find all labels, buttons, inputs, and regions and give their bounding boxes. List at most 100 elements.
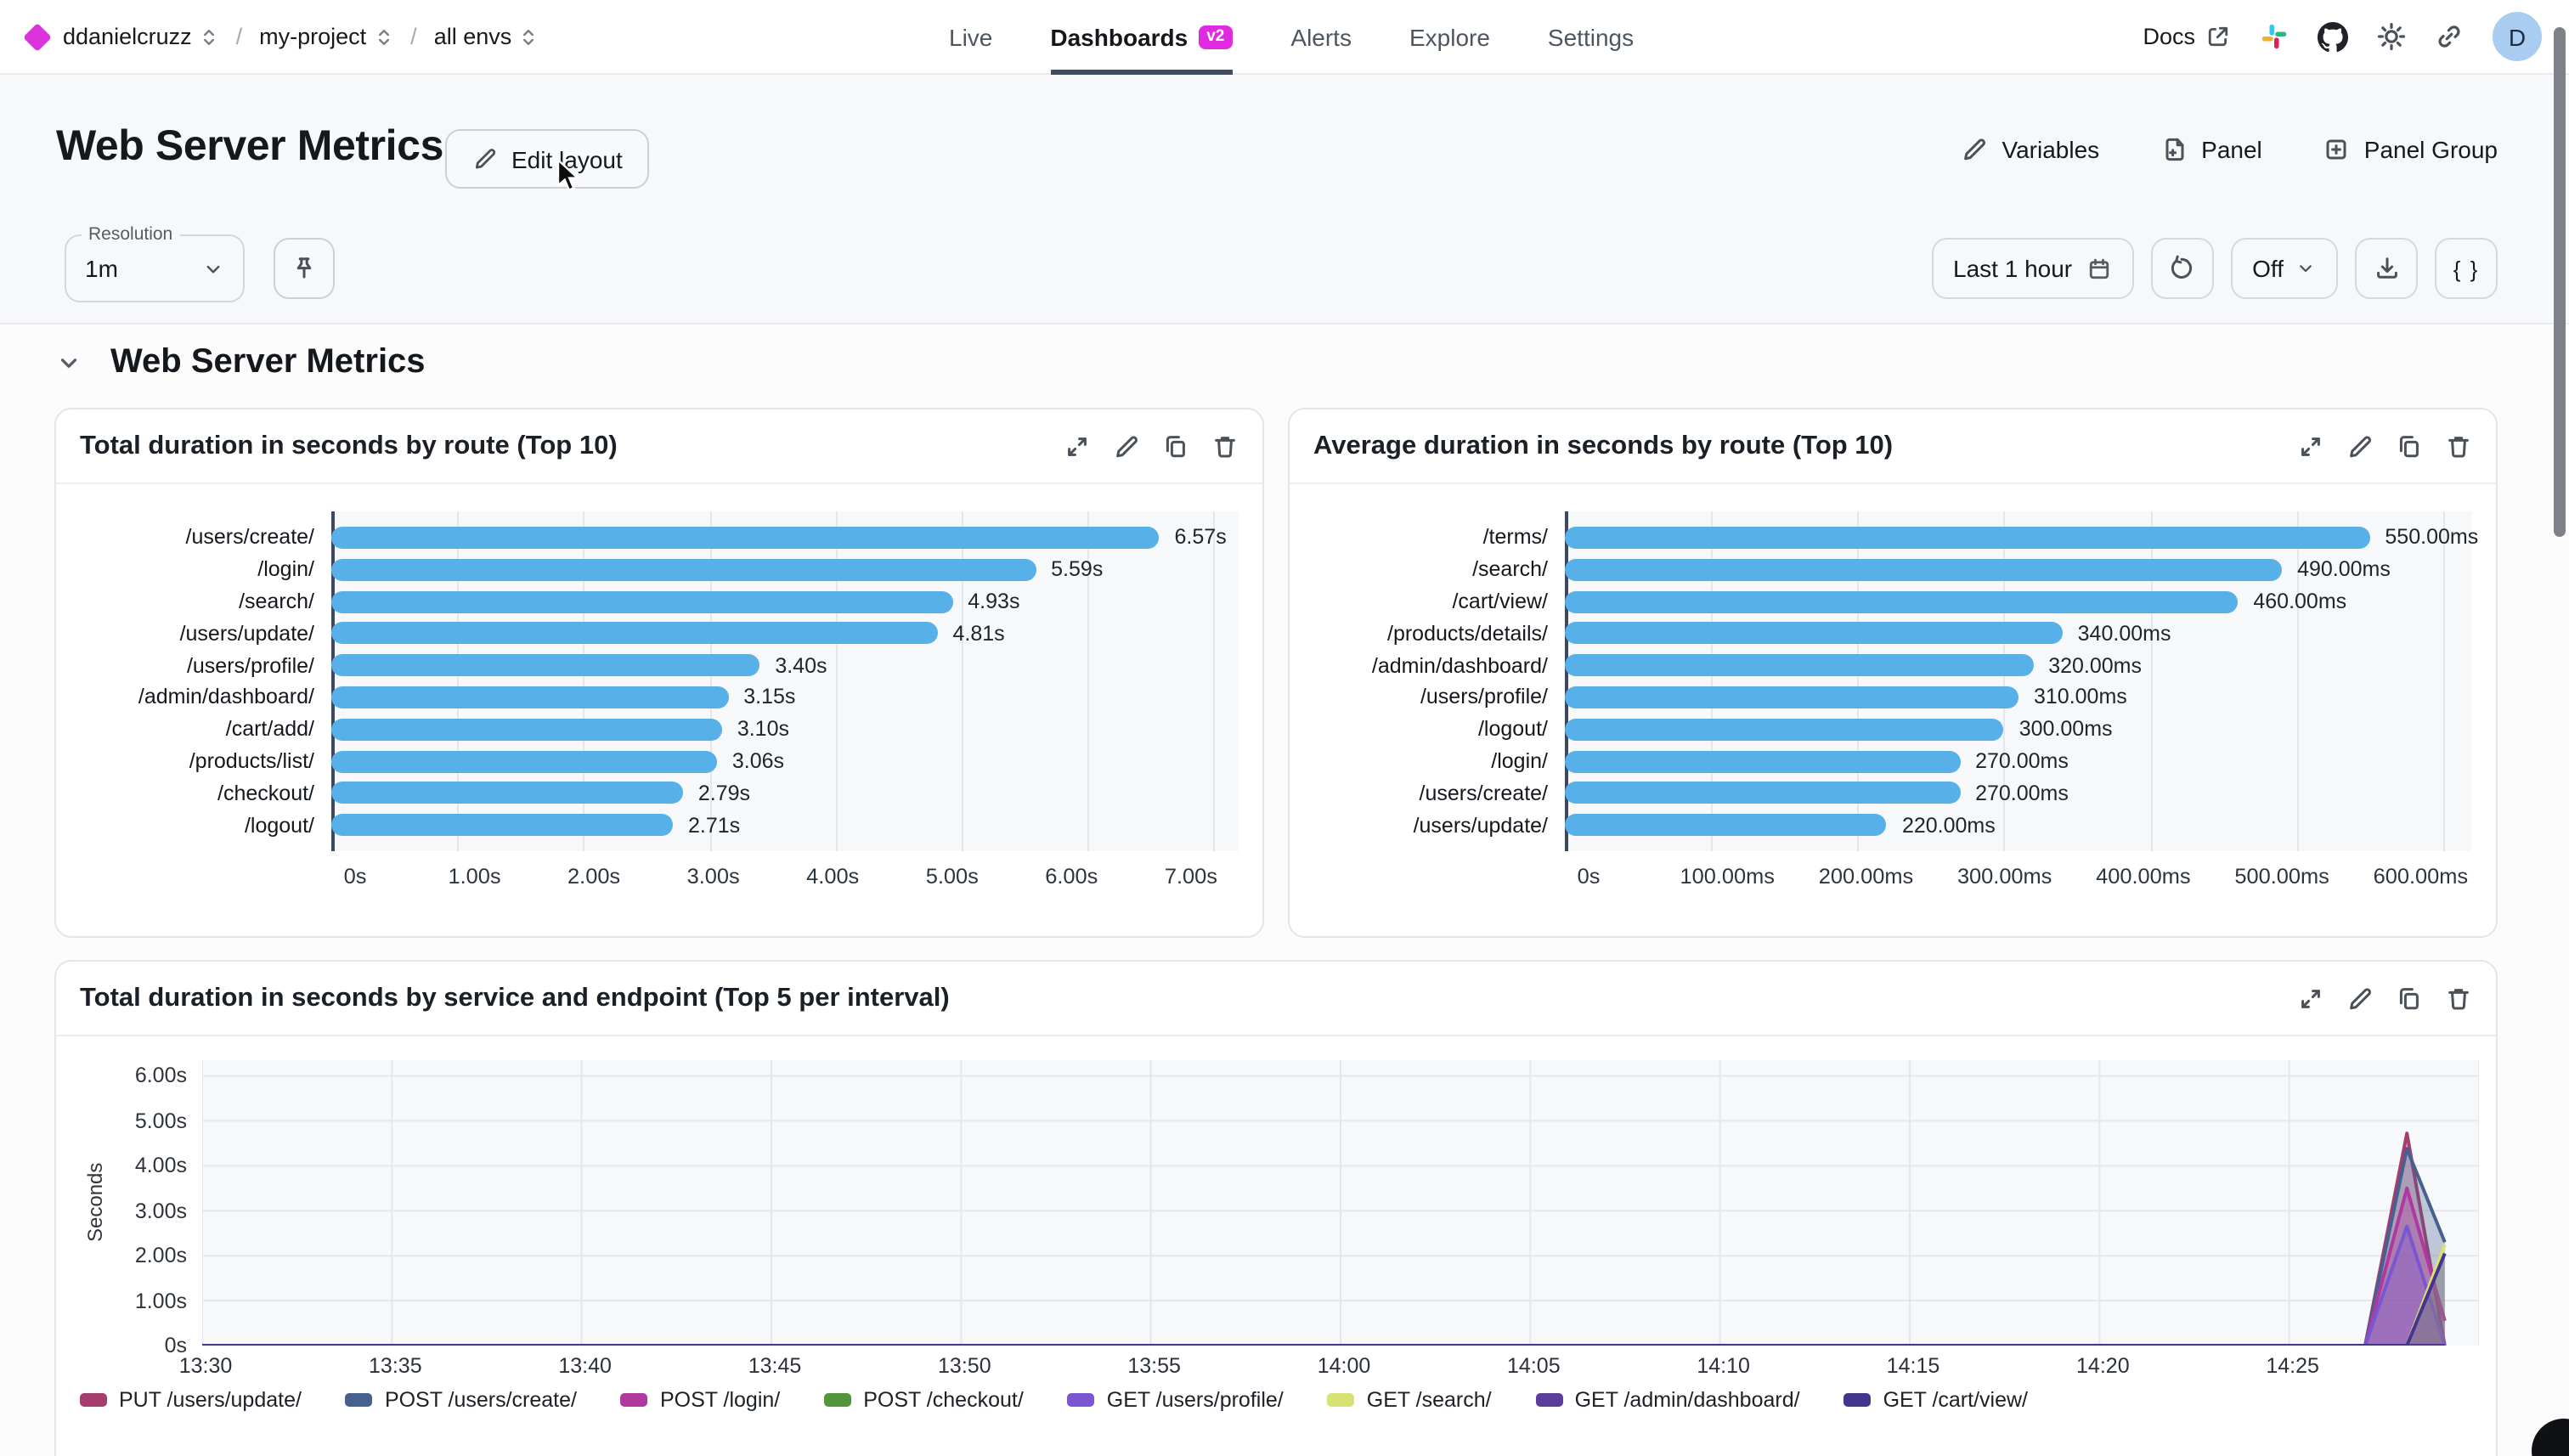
github-icon[interactable] [2318, 21, 2348, 52]
legend-swatch [345, 1393, 373, 1407]
bar-rows: /users/create/6.57s/login/5.59s/search/4… [80, 522, 1239, 841]
bar[interactable] [1565, 654, 2034, 677]
legend-item[interactable]: GET /search/ [1327, 1388, 1492, 1412]
slack-icon[interactable] [2260, 22, 2289, 51]
resolution-select[interactable]: Resolution 1m [65, 224, 245, 302]
duplicate-icon[interactable] [1162, 432, 1189, 460]
scrollbar-thumb[interactable] [2554, 27, 2566, 537]
delete-icon[interactable] [2445, 432, 2472, 460]
avatar[interactable]: D [2493, 12, 2542, 61]
edit-icon[interactable] [2346, 432, 2374, 460]
time-range-button[interactable]: Last 1 hour [1931, 238, 2134, 299]
panel-header: Total duration in seconds by route (Top … [56, 409, 1262, 484]
delete-icon[interactable] [1211, 432, 1239, 460]
bar[interactable] [331, 782, 683, 804]
bar[interactable] [331, 814, 673, 837]
bar-category-label: /cart/add/ [225, 717, 314, 742]
panel-actions [2297, 432, 2472, 460]
tab-explore[interactable]: Explore [1409, 24, 1490, 51]
bar-chart: /terms/550.00ms/search/490.00ms/cart/vie… [1290, 484, 2496, 899]
bar[interactable] [1565, 590, 2239, 613]
tab-live[interactable]: Live [949, 24, 993, 51]
edit-layout-button[interactable]: Edit layout [445, 129, 650, 189]
edit-icon[interactable] [2346, 985, 2374, 1012]
x-tick-label: 14:05 [1507, 1354, 1561, 1378]
x-axis-ticks: 13:30 13:35 13:40 13:45 13:50 13:55 14:00 14:05… [179, 1346, 2482, 1383]
bar[interactable] [331, 654, 760, 677]
bar[interactable] [1565, 718, 2004, 741]
bar-track: 340.00ms [1565, 618, 2472, 650]
legend-item[interactable]: POST /login/ [620, 1388, 781, 1412]
bar[interactable] [331, 622, 938, 645]
y-axis-label: Seconds [83, 1163, 107, 1243]
link-icon[interactable] [2435, 22, 2464, 51]
breadcrumb-item[interactable]: ddanielcruzz [63, 24, 219, 49]
bar[interactable] [331, 558, 1036, 581]
legend-item[interactable]: GET /users/profile/ [1067, 1388, 1284, 1412]
bar-category-label: /products/details/ [1387, 621, 1548, 646]
expand-icon[interactable] [2297, 432, 2324, 460]
legend-swatch [1535, 1393, 1563, 1407]
add-panel-group-button[interactable]: Panel Group [2323, 136, 2498, 163]
bar[interactable] [1565, 622, 2063, 645]
add-panel-button[interactable]: Panel [2160, 136, 2262, 163]
pin-icon [291, 255, 318, 282]
breadcrumb-item[interactable]: all envs [434, 24, 539, 49]
auto-refresh-select[interactable]: Off [2230, 238, 2338, 299]
bar[interactable] [331, 527, 1160, 549]
sun-icon[interactable] [2377, 22, 2406, 51]
bar-category-label: /logout/ [244, 813, 314, 838]
bar-category-label: /terms/ [1482, 525, 1548, 550]
refresh-button[interactable] [2150, 238, 2214, 299]
bar-value-label: 6.57s [1174, 525, 1227, 550]
legend-label: GET /users/profile/ [1106, 1388, 1284, 1412]
legend-item[interactable]: PUT /users/update/ [80, 1388, 302, 1412]
bar-row: /admin/dashboard/3.15s [80, 681, 1239, 714]
legend-item[interactable]: POST /checkout/ [824, 1388, 1024, 1412]
tab-dashboards[interactable]: Dashboards v2 [1050, 0, 1234, 75]
duplicate-icon[interactable] [2396, 985, 2423, 1012]
legend-swatch [1067, 1393, 1095, 1407]
legend-item[interactable]: POST /users/create/ [345, 1388, 577, 1412]
edit-icon [472, 146, 498, 172]
delete-icon[interactable] [2445, 985, 2472, 1012]
bar[interactable] [331, 750, 717, 773]
tab-alerts[interactable]: Alerts [1290, 24, 1352, 51]
download-button[interactable] [2355, 238, 2418, 299]
bar[interactable] [1565, 558, 2283, 581]
bar-value-label: 310.00ms [2034, 685, 2127, 709]
bar[interactable] [331, 718, 722, 741]
panel-actions [2297, 985, 2472, 1012]
breadcrumb-item[interactable]: my-project [259, 24, 393, 49]
x-tick-label: 0s [343, 864, 367, 889]
legend-swatch [80, 1393, 107, 1407]
section-header[interactable]: Web Server Metrics [56, 343, 426, 382]
bar[interactable] [1565, 750, 1961, 773]
pin-button[interactable] [274, 238, 335, 299]
legend-item[interactable]: GET /admin/dashboard/ [1535, 1388, 1800, 1412]
edit-icon[interactable] [1113, 432, 1140, 460]
bar[interactable] [1565, 814, 1887, 837]
variables-button[interactable]: Variables [1962, 136, 2099, 163]
breadcrumb-items: ddanielcruzz / my-project / all envs [63, 24, 539, 49]
docs-link[interactable]: Docs [2143, 24, 2231, 49]
x-tick-label: 14:25 [2266, 1354, 2319, 1378]
bar[interactable] [331, 686, 729, 708]
bar[interactable] [1565, 782, 1961, 804]
download-icon [2373, 255, 2400, 282]
legend-label: POST /login/ [659, 1388, 781, 1412]
bar[interactable] [1565, 686, 2019, 708]
x-tick-label: 13:55 [1127, 1354, 1181, 1378]
legend-item[interactable]: GET /cart/view/ [1843, 1388, 2028, 1412]
bar[interactable] [331, 590, 953, 613]
gridline [583, 511, 585, 851]
duplicate-icon[interactable] [2396, 432, 2423, 460]
expand-icon[interactable] [2297, 985, 2324, 1012]
expand-icon[interactable] [1064, 432, 1091, 460]
tab-settings[interactable]: Settings [1547, 24, 1635, 51]
json-view-button[interactable]: { } [2435, 238, 2498, 299]
bar-rows: /terms/550.00ms/search/490.00ms/cart/vie… [1313, 522, 2478, 841]
bar[interactable] [1565, 527, 2370, 549]
bar-value-label: 4.93s [968, 589, 1020, 613]
